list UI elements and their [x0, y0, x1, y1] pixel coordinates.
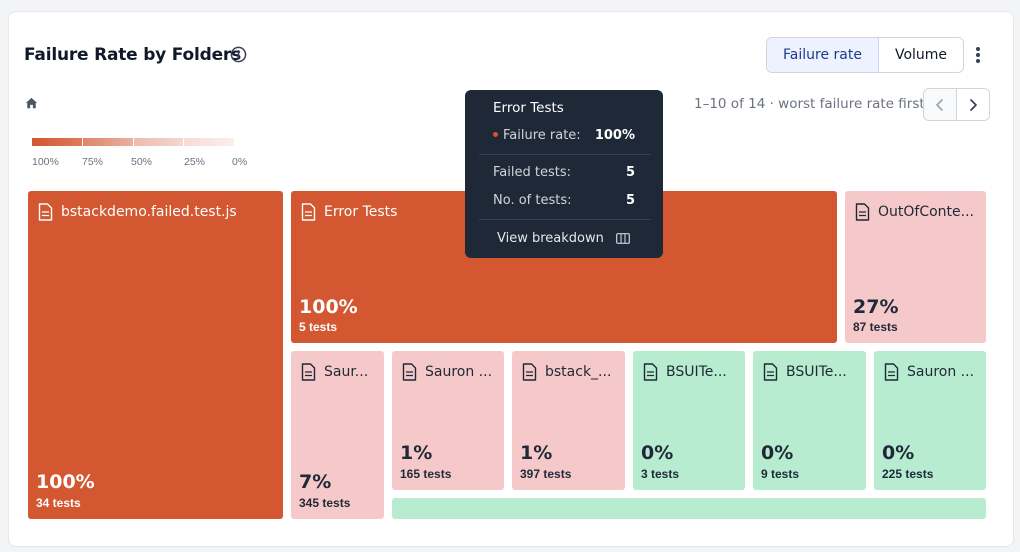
- legend-segment: [82, 138, 133, 146]
- tooltip-failure-rate-row: Failure rate: 100%: [493, 128, 635, 143]
- tile-failure-rate: 1%: [520, 442, 553, 464]
- tile-failure-rate: 100%: [299, 296, 358, 318]
- info-circle-icon[interactable]: [230, 46, 247, 63]
- tile-header: Sauron ...: [884, 363, 980, 381]
- legend-label: 0%: [232, 156, 248, 168]
- file-icon: [643, 363, 658, 381]
- tile-name: bstackdemo.failed.test.js: [61, 204, 237, 220]
- columns-icon: [615, 233, 630, 244]
- treemap-tile[interactable]: Saur... 7% 345 tests: [291, 351, 384, 519]
- widget-title: Failure Rate by Folders: [24, 45, 242, 65]
- tooltip-value: 5: [625, 165, 635, 180]
- pagination-summary: 1–10 of 14 · worst failure rate first: [694, 96, 925, 112]
- failure-rate-toggle[interactable]: Failure rate: [767, 38, 879, 72]
- file-icon: [522, 363, 537, 381]
- tile-name: Sauron ...: [907, 364, 975, 380]
- tile-name: BSUITe...: [786, 364, 847, 380]
- legend-label: 25%: [184, 156, 206, 168]
- tile-name: OutOfConte...: [878, 204, 974, 220]
- tooltip-failed-row: Failed tests: 5: [493, 165, 635, 180]
- treemap-tile[interactable]: Sauron ... 0% 225 tests: [874, 351, 986, 490]
- tile-name: Error Tests: [324, 204, 398, 220]
- tile-test-count: 165 tests: [400, 467, 452, 481]
- tile-failure-rate: 0%: [761, 442, 794, 464]
- color-legend: [32, 138, 234, 146]
- file-icon: [301, 363, 316, 381]
- legend-label: 50%: [131, 156, 153, 168]
- legend-segment: [184, 138, 234, 146]
- volume-toggle[interactable]: Volume: [878, 38, 964, 72]
- legend-label: 100%: [32, 156, 59, 168]
- treemap-tile[interactable]: [392, 498, 986, 519]
- file-icon: [855, 203, 870, 221]
- tile-header: BSUITe...: [763, 363, 860, 381]
- file-icon: [763, 363, 778, 381]
- view-toggle: Failure rate Volume: [766, 37, 965, 73]
- breakdown-label: View breakdown: [497, 231, 604, 246]
- legend-segment: [133, 138, 184, 146]
- pagination-controls: [923, 88, 990, 121]
- tile-header: bstackdemo.failed.test.js: [38, 203, 277, 221]
- tile-header: Error Tests: [301, 203, 831, 221]
- tile-header: bstack_...: [522, 363, 619, 381]
- file-icon: [884, 363, 899, 381]
- tile-test-count: 87 tests: [853, 320, 898, 334]
- kebab-menu-icon[interactable]: [970, 44, 986, 66]
- tooltip-value: 5: [625, 193, 635, 208]
- tile-test-count: 3 tests: [641, 467, 680, 481]
- tile-failure-rate: 0%: [641, 442, 674, 464]
- chevron-right-icon: [970, 98, 977, 111]
- chevron-left-icon: [936, 98, 943, 111]
- view-breakdown-link[interactable]: View breakdown: [497, 231, 630, 246]
- tile-test-count: 397 tests: [520, 467, 572, 481]
- tile-test-count: 225 tests: [882, 467, 934, 481]
- treemap-tile[interactable]: OutOfConte... 27% 87 tests: [845, 191, 986, 343]
- home-icon[interactable]: [24, 96, 39, 111]
- tooltip-count-row: No. of tests: 5: [493, 193, 635, 208]
- tile-header: Saur...: [301, 363, 378, 381]
- file-icon: [402, 363, 417, 381]
- series-dot: [493, 132, 498, 137]
- divider: [479, 219, 651, 220]
- tile-tooltip: Error Tests Failure rate: 100% Failed te…: [465, 90, 663, 258]
- tile-failure-rate: 7%: [299, 471, 332, 493]
- divider: [479, 154, 651, 155]
- next-page-button[interactable]: [957, 89, 989, 120]
- prev-page-button[interactable]: [924, 89, 957, 120]
- tooltip-value: 100%: [594, 128, 635, 143]
- tile-header: OutOfConte...: [855, 203, 980, 221]
- tooltip-title: Error Tests: [493, 100, 564, 116]
- tooltip-label: Failed tests:: [493, 165, 571, 180]
- tile-failure-rate: 100%: [36, 471, 95, 493]
- tile-name: Saur...: [324, 364, 369, 380]
- file-icon: [301, 203, 316, 221]
- tile-name: Sauron ...: [425, 364, 493, 380]
- tile-name: bstack_...: [545, 364, 612, 380]
- tile-failure-rate: 27%: [853, 296, 899, 318]
- tooltip-label: Failure rate:: [503, 128, 581, 143]
- treemap-tile[interactable]: Sauron ... 1% 165 tests: [392, 351, 504, 490]
- tile-test-count: 34 tests: [36, 496, 81, 510]
- legend-label: 75%: [82, 156, 104, 168]
- file-icon: [38, 203, 53, 221]
- tile-test-count: 9 tests: [761, 467, 800, 481]
- tile-failure-rate: 1%: [400, 442, 433, 464]
- treemap-tile[interactable]: BSUITe... 0% 9 tests: [753, 351, 866, 490]
- tile-test-count: 5 tests: [299, 320, 338, 334]
- tile-name: BSUITe...: [666, 364, 727, 380]
- tooltip-label: No. of tests:: [493, 193, 572, 208]
- treemap-tile[interactable]: BSUITe... 0% 3 tests: [633, 351, 745, 490]
- legend-segment: [32, 138, 82, 146]
- tile-header: BSUITe...: [643, 363, 739, 381]
- treemap-tile[interactable]: bstack_... 1% 397 tests: [512, 351, 625, 490]
- tile-header: Sauron ...: [402, 363, 498, 381]
- treemap-tile[interactable]: bstackdemo.failed.test.js 100% 34 tests: [28, 191, 283, 519]
- tile-failure-rate: 0%: [882, 442, 915, 464]
- tile-test-count: 345 tests: [299, 496, 351, 510]
